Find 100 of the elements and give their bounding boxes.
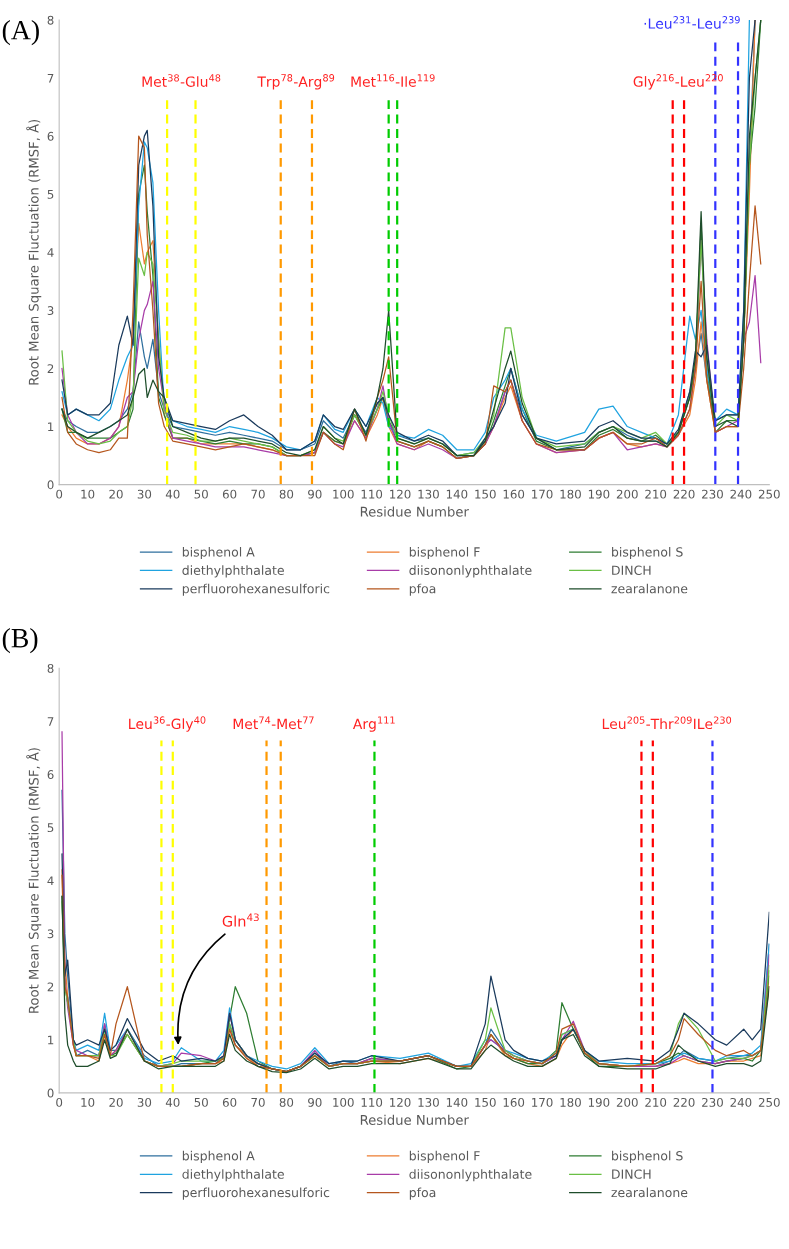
x-tick-label: 100 [333,489,354,499]
chart-title: (B) [2,628,38,654]
x-axis-title: Residue Number [360,1114,469,1125]
x-tick-label: 70 [251,1097,265,1107]
x-tick-label: 50 [194,1097,208,1107]
y-axis-title: Root Mean Square Fluctuation (RMSF, Å) [26,748,42,1013]
x-tick-label: 220 [673,489,695,499]
x-tick-label: 220 [673,1097,695,1107]
y-axis-title: Root Mean Square Fluctuation (RMSF, Å) [26,119,42,385]
x-tick-label: 150 [475,489,496,499]
x-tick-label: 0 [56,489,63,499]
legend-label: diisononlyphthalate [409,1169,532,1182]
y-tick-label: 1 [48,422,54,432]
x-tick-label: 110 [361,489,383,499]
legend-label: pfoa [409,1187,436,1200]
x-tick-label: 140 [446,1097,468,1107]
ref-line-label: Arg$^{111}$ [352,716,395,732]
x-tick-label: 230 [702,1097,723,1107]
ref-line-label: Met$^{38}$-Glu$^{48}$ [142,74,221,87]
y-tick-label: 6 [47,131,54,141]
x-tick-label: 190 [588,1097,610,1107]
x-tick-label: 120 [390,1097,411,1107]
y-tick-label: 6 [47,770,54,780]
legend-label: bisphenol S [612,546,683,560]
x-tick-label: 20 [109,1097,123,1107]
ref-line-label: Trp$^{78}$-Arg$^{89}$ [257,74,335,90]
ref-line-label: ·Leu$^{231}$-Leu$^{239}$ [644,16,740,29]
x-tick-label: 190 [588,489,610,499]
x-tick-label: 240 [730,489,752,499]
legend-label: perfluorohexanesulforic [182,1187,330,1200]
x-tick-label: 100 [333,1097,354,1107]
x-tick-label: 130 [418,1097,439,1107]
x-tick-label: 200 [616,489,638,499]
legend-label: DINCH [612,1169,651,1179]
ref-line-label: Leu$^{205}$-Thr$^{209}$ [602,716,692,730]
x-tick-label: 170 [532,1097,553,1107]
y-tick-label: 0 [47,1088,54,1098]
x-tick-label: 80 [279,489,294,499]
y-tick-label: 1 [48,1035,54,1045]
x-tick-label: 20 [109,489,123,499]
legend-label: perfluorohexanesulforic [182,583,330,596]
legend-label: diethylphthalate [182,565,284,578]
y-tick-label: 2 [47,982,54,992]
chart-title: (A) [2,19,39,46]
legend-label: zearalanone [611,1187,688,1198]
ref-line-label: Leu$^{36}$-Gly$^{40}$ [129,716,206,732]
legend-label: bisphenol F [409,1150,480,1163]
x-tick-label: 50 [194,489,208,499]
x-tick-label: 160 [503,489,525,499]
legend-label: zearalanone [611,583,688,594]
legend-label: diethylphthalate [182,1169,284,1182]
y-tick-label: 2 [47,364,54,373]
y-tick-label: 3 [47,306,54,316]
y-tick-label: 5 [47,190,54,199]
y-tick-label: 7 [47,717,54,726]
y-tick-label: 8 [47,663,54,673]
annotation: Gln$^{43}$ [222,913,259,927]
legend-label: bisphenol A [182,546,255,560]
x-tick-label: 90 [308,1097,322,1107]
x-tick-label: 240 [730,1097,752,1107]
x-tick-label: 170 [532,489,553,499]
legend-label: DINCH [612,565,651,575]
x-tick-label: 40 [165,1097,180,1107]
x-tick-label: 250 [758,489,780,499]
x-tick-label: 160 [503,1097,525,1107]
x-tick-label: 40 [165,489,180,499]
y-tick-label: 3 [47,929,54,939]
x-tick-label: 140 [446,489,468,499]
y-tick-label: 4 [47,876,54,886]
x-tick-label: 10 [81,489,95,499]
x-tick-label: 230 [702,489,723,499]
x-tick-label: 130 [418,489,439,499]
y-tick-label: 7 [47,73,54,83]
x-tick-label: 70 [251,489,265,499]
x-tick-label: 180 [560,1097,581,1107]
x-tick-label: 210 [645,489,667,499]
legend-label: bisphenol S [612,1150,683,1163]
x-tick-label: 30 [137,1097,152,1107]
ref-line-label: Met$^{74}$-Met$^{77}$ [233,716,314,730]
ref-line-label: Met$^{116}$-Ile$^{119}$ [351,74,435,87]
x-tick-label: 150 [475,1097,496,1107]
ref-line-label: ILe$^{230}$ [694,716,732,730]
x-tick-label: 30 [137,489,152,499]
x-tick-label: 210 [645,1097,667,1107]
x-tick-label: 200 [616,1097,638,1107]
x-tick-label: 10 [81,1097,95,1107]
y-tick-label: 4 [47,248,54,257]
x-tick-label: 110 [361,1097,383,1107]
x-axis-title: Residue Number [360,506,469,517]
x-tick-label: 0 [56,1097,63,1107]
x-tick-label: 120 [390,489,411,499]
y-tick-label: 0 [47,480,54,490]
legend-label: bisphenol A [182,1150,255,1163]
legend-label: diisononlyphthalate [409,565,532,578]
x-tick-label: 80 [279,1097,294,1107]
legend-label: pfoa [409,583,436,596]
x-tick-label: 180 [560,489,581,499]
x-tick-label: 90 [308,489,322,499]
legend-label: bisphenol F [409,546,480,560]
x-tick-label: 250 [758,1097,780,1107]
